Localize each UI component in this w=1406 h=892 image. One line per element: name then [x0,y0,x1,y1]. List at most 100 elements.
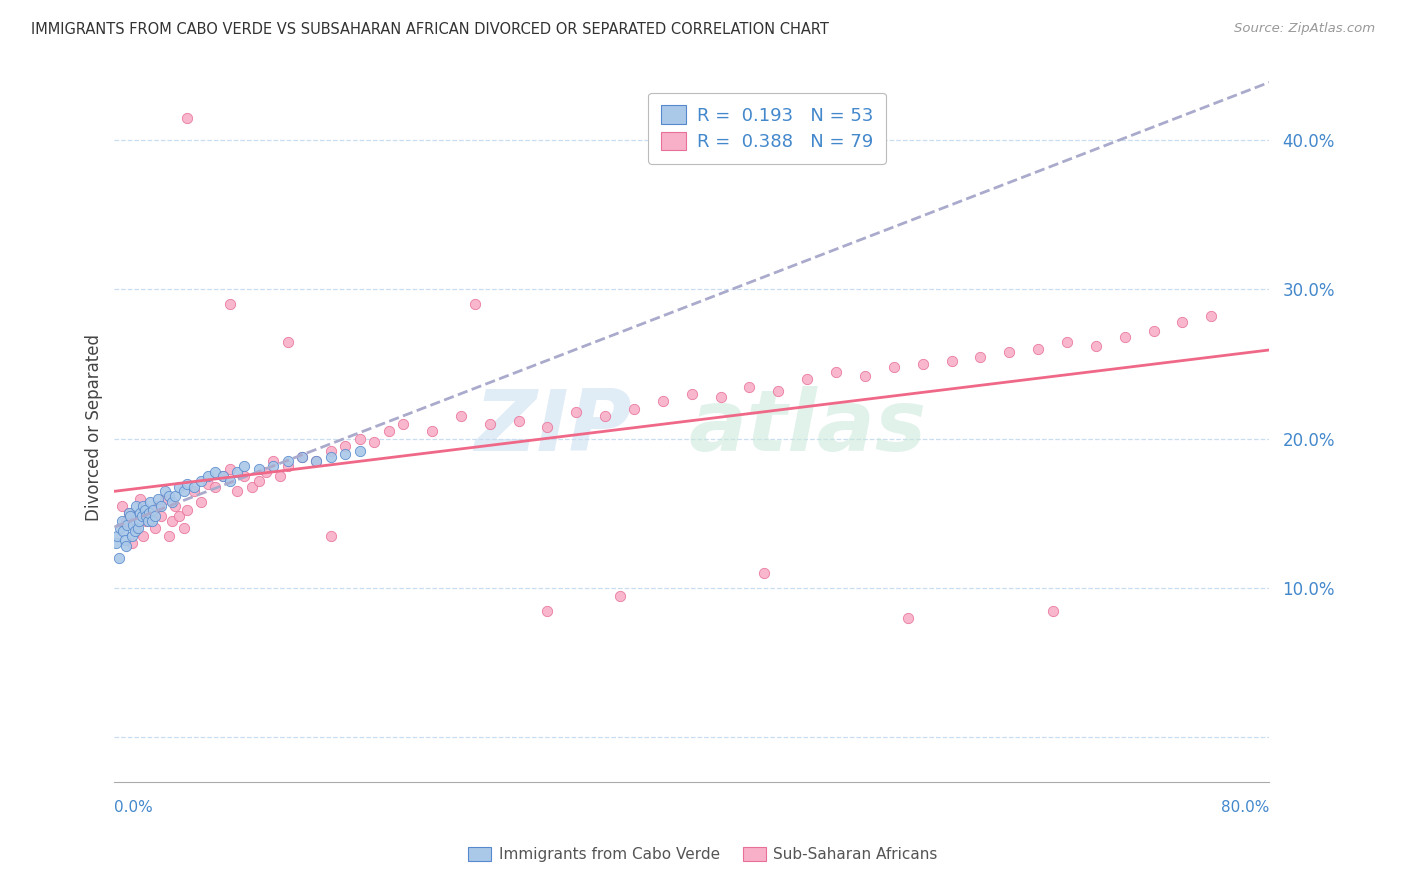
Point [153,484,176,499]
Point [111,514,134,528]
Point [349,432,371,446]
Text: Source: ZipAtlas.com: Source: ZipAtlas.com [1234,22,1375,36]
Point [911,357,934,371]
Point [247,474,270,488]
Point [593,409,616,424]
Point [131,509,153,524]
Point [125,499,148,513]
Point [157,529,180,543]
Point [609,589,631,603]
Point [197,476,219,491]
Point [796,372,818,386]
Point [305,454,328,468]
Point [218,297,240,311]
Text: 80.0%: 80.0% [1220,800,1270,815]
Point [651,394,673,409]
Point [941,354,963,368]
Text: atlas: atlas [688,386,927,469]
Point [291,450,314,464]
Legend: R =  0.193   N = 53, R =  0.388   N = 79: R = 0.193 N = 53, R = 0.388 N = 79 [648,93,886,164]
Point [108,521,131,535]
Point [464,297,486,311]
Point [121,529,143,543]
Point [138,507,160,521]
Point [363,434,385,449]
Point [117,518,139,533]
Point [136,514,159,528]
Point [127,521,149,535]
Point [132,529,155,543]
Point [349,443,371,458]
Point [163,499,186,513]
Point [240,479,263,493]
Point [146,491,169,506]
Point [768,384,790,398]
Point [112,524,135,539]
Point [157,489,180,503]
Point [319,443,342,458]
Point [129,491,152,506]
Point [134,503,156,517]
Point [1026,342,1049,356]
Point [825,365,848,379]
Point [124,524,146,539]
Point [142,503,165,517]
Point [129,507,152,521]
Point [335,439,357,453]
Point [143,509,166,524]
Point [319,529,342,543]
Point [218,474,240,488]
Point [107,551,129,566]
Point [183,484,205,499]
Point [128,514,150,528]
Point [135,509,157,524]
Point [118,507,141,521]
Point [105,529,128,543]
Point [269,469,291,483]
Point [536,420,558,434]
Point [1056,334,1078,349]
Point [204,479,226,493]
Point [319,450,342,464]
Point [176,111,198,125]
Point [1201,310,1223,324]
Point [139,494,162,508]
Point [752,566,775,581]
Point [115,539,138,553]
Text: 0.0%: 0.0% [114,800,153,815]
Point [335,447,357,461]
Point [121,536,143,550]
Point [233,469,256,483]
Point [305,454,328,468]
Point [277,454,299,468]
Point [160,494,183,508]
Point [420,425,443,439]
Point [1084,339,1107,353]
Point [565,405,588,419]
Point [998,345,1021,359]
Point [122,518,145,533]
Point [173,521,195,535]
Point [173,484,195,499]
Point [291,450,314,464]
Point [262,454,284,468]
Y-axis label: Divorced or Separated: Divorced or Separated [86,334,103,521]
Point [169,479,191,493]
Point [183,479,205,493]
Point [132,499,155,513]
Point [883,360,905,375]
Text: ZIP: ZIP [474,386,631,469]
Point [623,401,645,416]
Point [141,514,163,528]
Point [153,491,176,506]
Point [149,509,172,524]
Point [710,390,733,404]
Point [135,514,157,528]
Point [969,350,991,364]
Point [1042,603,1064,617]
Point [125,521,148,535]
Point [114,533,136,548]
Point [149,499,172,513]
Point [226,484,249,499]
Point [190,494,212,508]
